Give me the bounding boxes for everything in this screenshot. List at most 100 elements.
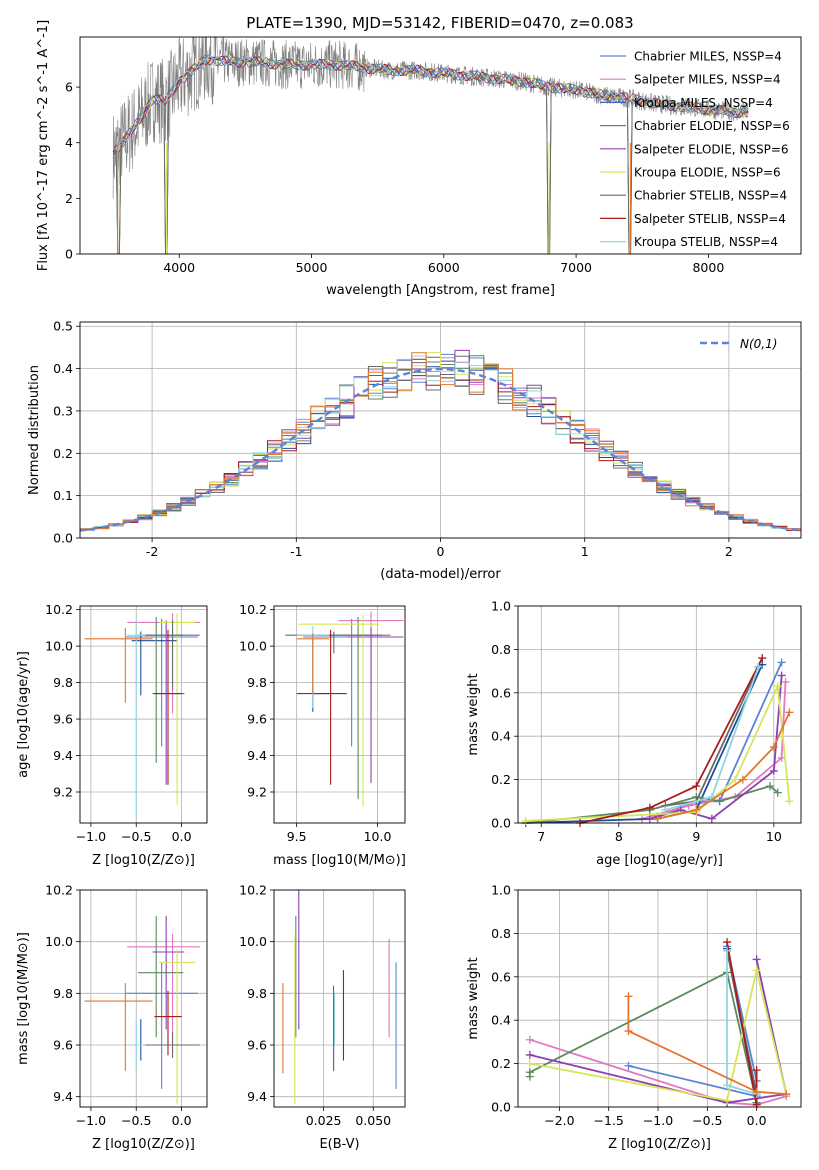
mass-weight-marker	[525, 1068, 534, 1077]
x-tick-label: 0.0	[172, 1113, 192, 1128]
model-spectrum-line	[112, 55, 749, 153]
y-tick-label: 0.4	[53, 361, 73, 376]
y-tick-label: 9.8	[53, 986, 73, 1001]
y-axis-label: mass weight	[466, 957, 481, 1039]
y-tick-label: 10.0	[45, 639, 73, 654]
y-tick-label: 9.8	[53, 675, 73, 690]
x-axis-label: Z [log10(Z/Z⊙)]	[92, 1137, 195, 1152]
mass-weight-marker	[692, 805, 701, 814]
x-tick-label: 6000	[428, 260, 460, 275]
legend-label: Chabrier STELIB, NSSP=4	[634, 189, 787, 203]
mass-weight-marker	[773, 788, 782, 797]
x-axis-label: E(B-V)	[319, 1137, 359, 1152]
x-tick-label: 10	[766, 829, 782, 844]
legend-label: Chabrier MILES, NSSP=4	[634, 50, 782, 64]
x-axis-label: (data-model)/error	[380, 567, 501, 582]
x-axis-label: age [log10(age/yr)]	[596, 853, 723, 868]
x-tick-label: -1	[290, 544, 302, 559]
mass-weight-marker	[785, 797, 794, 806]
mass-weight-marker	[769, 766, 778, 775]
y-tick-label: 0.2	[491, 772, 511, 787]
x-tick-label: 5000	[296, 260, 328, 275]
x-tick-label: 2	[725, 544, 733, 559]
x-tick-label: −1.0	[76, 829, 106, 844]
figure-title: PLATE=1390, MJD=53142, FIBERID=0470, z=0…	[246, 14, 633, 32]
x-tick-label: 7	[537, 829, 545, 844]
mass-weight-marker	[758, 654, 767, 663]
legend-label: Salpeter STELIB, NSSP=4	[634, 212, 786, 226]
axes-frame	[273, 889, 406, 1108]
y-tick-label: 10.2	[45, 883, 73, 898]
y-tick-label: 9.2	[247, 785, 267, 800]
spectrum-panel: 4000 5000 6000 7000 8000 0 2 4 6 Chabrier MILES, …	[36, 20, 802, 298]
mass-weight-marker	[752, 966, 761, 975]
y-tick-label: 0.6	[491, 969, 511, 984]
mass-weight-marker	[765, 782, 774, 791]
y-tick-label: 0.0	[491, 816, 511, 831]
y-tick-label: 9.4	[53, 748, 73, 763]
mass-weight-marker	[692, 782, 701, 791]
y-tick-label: 9.8	[247, 675, 267, 690]
mass-weight-marker	[785, 708, 794, 717]
y-tick-label: 10.0	[239, 639, 267, 654]
y-tick-label: 10.0	[239, 934, 267, 949]
mass-weight-marker	[707, 814, 716, 823]
legend-label: Salpeter ELODIE, NSSP=6	[634, 142, 789, 156]
y-tick-label: 9.4	[53, 1089, 73, 1104]
model-spectrum-line	[112, 56, 749, 154]
mass-weight-line	[627, 996, 787, 1095]
y-tick-label: 10.2	[45, 602, 73, 617]
x-tick-label: 0	[437, 544, 445, 559]
x-tick-label: 4000	[163, 260, 195, 275]
mass-weight-marker	[769, 743, 778, 752]
y-tick-label: 0.4	[491, 729, 511, 744]
model-spectrum-line	[112, 55, 749, 254]
x-axis-label: Z [log10(Z/Z⊙)]	[92, 853, 195, 868]
legend-label: Chabrier ELODIE, NSSP=6	[634, 119, 790, 133]
y-tick-label: 9.6	[247, 712, 267, 727]
axes-frame	[517, 889, 802, 1108]
legend-label: N(0,1)	[740, 337, 777, 351]
y-axis-label: mass [log10(M/M⊙)]	[16, 932, 31, 1065]
y-axis-label: mass weight	[466, 673, 481, 755]
x-tick-label: −1.0	[76, 1113, 106, 1128]
x-tick-label: -2	[146, 544, 158, 559]
mass-weight-marker	[752, 1100, 761, 1109]
axes-frame	[79, 36, 802, 255]
y-tick-label: 0.0	[491, 1100, 511, 1115]
y-tick-label: 10.2	[239, 883, 267, 898]
y-tick-label: 9.8	[247, 986, 267, 1001]
mass-weight-marker	[752, 955, 761, 964]
mass-weight-marker	[754, 662, 763, 671]
mass-weight-marker	[645, 803, 654, 812]
y-tick-label: 9.4	[247, 748, 267, 763]
mass-weight-marker	[645, 814, 654, 823]
mass-weight-marker	[752, 1066, 761, 1075]
x-tick-label: 0.0	[747, 1113, 767, 1128]
mass-weight-marker	[777, 658, 786, 667]
y-axis-label: age [log10(age/yr)]	[16, 651, 31, 778]
axes-frame	[79, 889, 208, 1108]
axes-frame	[517, 605, 802, 824]
age-vs-mass-panel: 9.5 10.0 9.2 9.4 9.6 9.8 10.0 10.2 mass [log10(M…	[239, 602, 406, 868]
mass-weight-marker	[525, 1035, 534, 1044]
mass-weight-marker	[715, 797, 724, 806]
y-tick-label: 4	[65, 135, 73, 150]
y-tick-label: 6	[65, 80, 73, 95]
mass-weight-marker	[525, 1050, 534, 1059]
x-tick-label: −0.5	[121, 829, 151, 844]
y-tick-label: 0.2	[491, 1056, 511, 1071]
y-tick-label: 0.5	[53, 319, 73, 334]
normal-distribution-curve	[79, 367, 802, 532]
mass-weight-marker	[773, 682, 782, 691]
y-tick-label: 0.0	[53, 531, 73, 546]
mass-weight-marker	[738, 775, 747, 784]
mass-weight-line	[529, 970, 788, 1102]
y-tick-label: 0.8	[491, 926, 511, 941]
residuals-panel: -2 -1 0 1 2 0.0 0.1 0.2 0.3 0.4 0.5 N(0,1) (data-mod…	[27, 319, 802, 582]
x-tick-label: 9	[692, 829, 700, 844]
axes-frame	[79, 321, 802, 539]
x-tick-label: −1.5	[594, 1113, 624, 1128]
axes-frame	[79, 605, 208, 824]
mass-weight-marker	[777, 671, 786, 680]
